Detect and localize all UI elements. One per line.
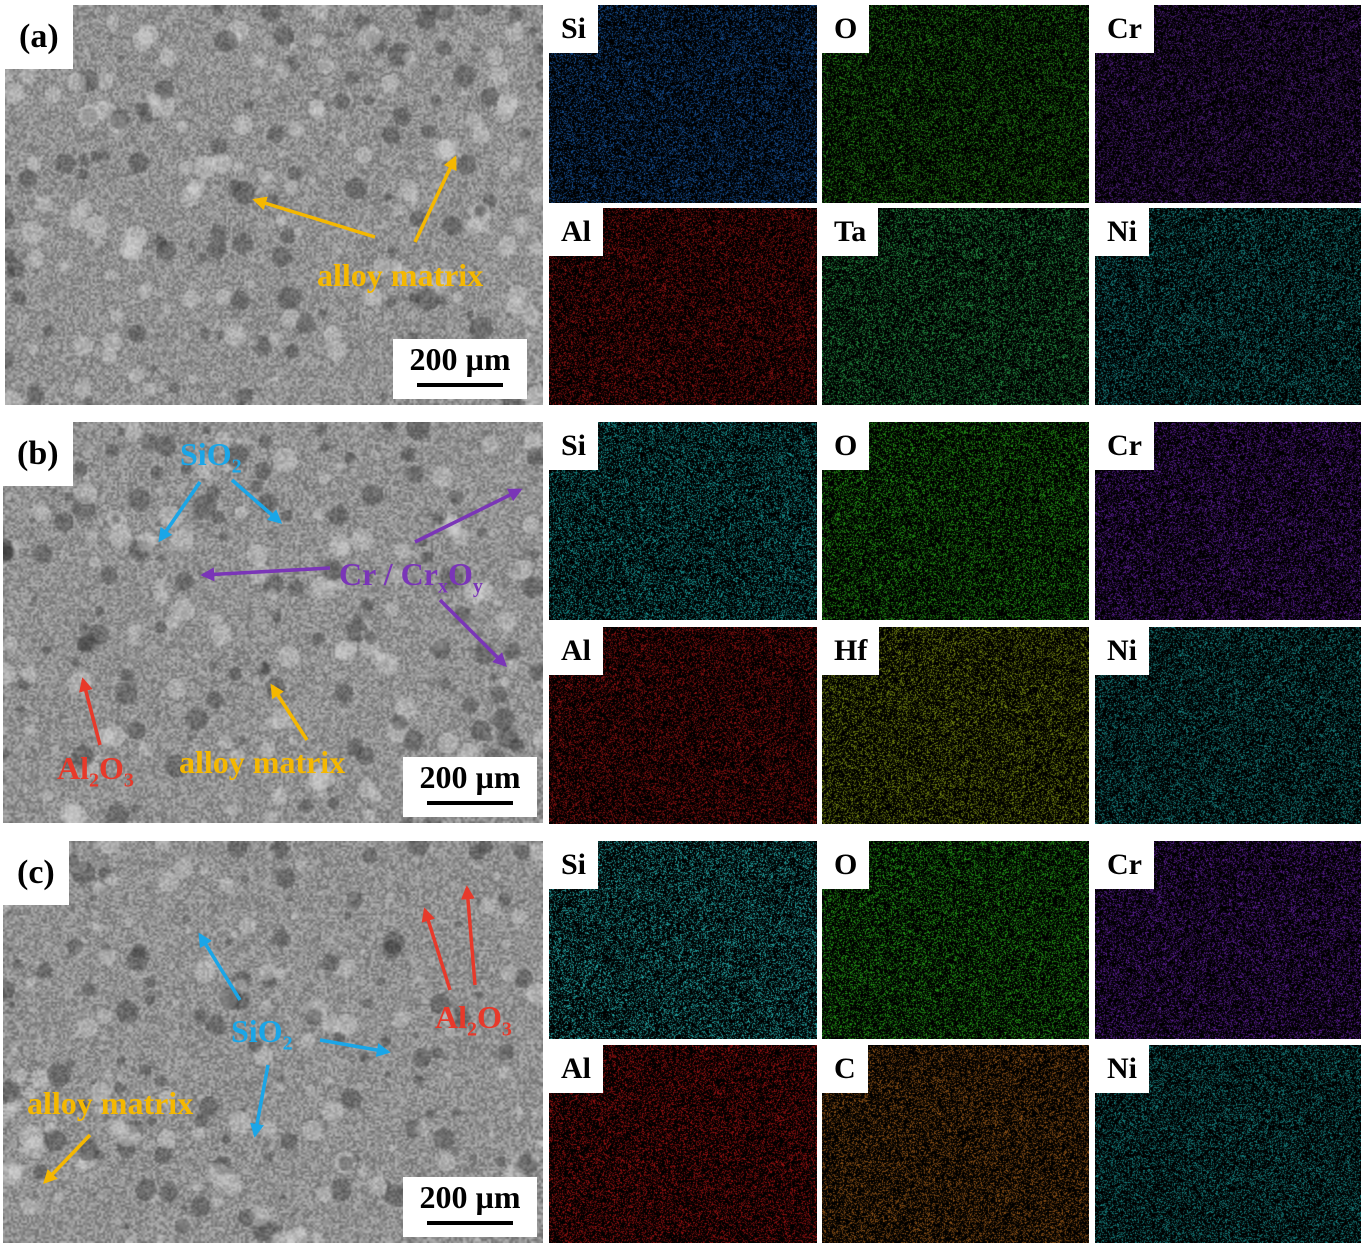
eds-map-cr: Cr bbox=[1095, 5, 1361, 203]
annotation-sio2: SiO2 bbox=[231, 1013, 293, 1055]
element-label: Ni bbox=[1095, 208, 1149, 256]
eds-map-si: Si bbox=[549, 422, 817, 620]
eds-map-al: Al bbox=[549, 1045, 817, 1243]
element-label: Al bbox=[549, 1045, 603, 1093]
eds-map-c: C bbox=[822, 1045, 1089, 1243]
eds-map-cr: Cr bbox=[1095, 841, 1361, 1039]
element-label: Si bbox=[549, 422, 599, 470]
eds-map-o: O bbox=[822, 5, 1089, 203]
element-label: Si bbox=[549, 5, 599, 53]
element-label: O bbox=[822, 5, 870, 53]
annotation-al2o3: Al2O3 bbox=[57, 750, 134, 792]
scale-bar: 200 µm bbox=[393, 339, 527, 399]
sem-image-a: (a) 200 µm alloy matrix bbox=[5, 5, 543, 405]
element-label: Al bbox=[549, 208, 603, 256]
eds-map-ni: Ni bbox=[1095, 1045, 1361, 1243]
element-label: Cr bbox=[1095, 422, 1154, 470]
element-label: Ni bbox=[1095, 1045, 1149, 1093]
eds-map-ta: Ta bbox=[822, 208, 1089, 405]
element-label: Hf bbox=[822, 627, 880, 675]
element-label: Al bbox=[549, 627, 603, 675]
eds-map-ni: Ni bbox=[1095, 627, 1361, 824]
annotation-cr-crxoy: Cr / CrxOy bbox=[339, 556, 483, 598]
element-label: Ni bbox=[1095, 627, 1149, 675]
element-label: Si bbox=[549, 841, 599, 889]
scale-bar: 200 µm bbox=[403, 1177, 537, 1237]
panel-label: (c) bbox=[3, 841, 69, 905]
panel-label: (b) bbox=[3, 422, 73, 486]
eds-map-hf: Hf bbox=[822, 627, 1089, 824]
eds-map-al: Al bbox=[549, 208, 817, 405]
sem-image-c: (c) 200 µm SiO2 Al2O3 alloy matrix bbox=[3, 841, 543, 1243]
eds-map-o: O bbox=[822, 841, 1089, 1039]
scale-bar: 200 µm bbox=[403, 757, 537, 817]
eds-map-al: Al bbox=[549, 627, 817, 824]
eds-map-si: Si bbox=[549, 841, 817, 1039]
element-label: O bbox=[822, 841, 870, 889]
annotation-sio2: SiO2 bbox=[180, 436, 242, 478]
annotation-alloy-matrix: alloy matrix bbox=[179, 744, 346, 780]
panel-label: (a) bbox=[5, 5, 73, 69]
element-label: Cr bbox=[1095, 841, 1154, 889]
eds-map-o: O bbox=[822, 422, 1089, 620]
annotation-alloy-matrix: alloy matrix bbox=[27, 1085, 194, 1121]
eds-map-cr: Cr bbox=[1095, 422, 1361, 620]
element-label: O bbox=[822, 422, 870, 470]
sem-texture bbox=[3, 841, 543, 1243]
eds-map-ni: Ni bbox=[1095, 208, 1361, 405]
eds-map-si: Si bbox=[549, 5, 817, 203]
element-label: Ta bbox=[822, 208, 879, 256]
sem-image-b: (b) 200 µm SiO2 Cr / CrxOy Al2O3 alloy m… bbox=[3, 422, 543, 823]
annotation-alloy-matrix: alloy matrix bbox=[317, 257, 484, 293]
element-label: C bbox=[822, 1045, 868, 1093]
annotation-al2o3: Al2O3 bbox=[435, 999, 512, 1041]
element-label: Cr bbox=[1095, 5, 1154, 53]
